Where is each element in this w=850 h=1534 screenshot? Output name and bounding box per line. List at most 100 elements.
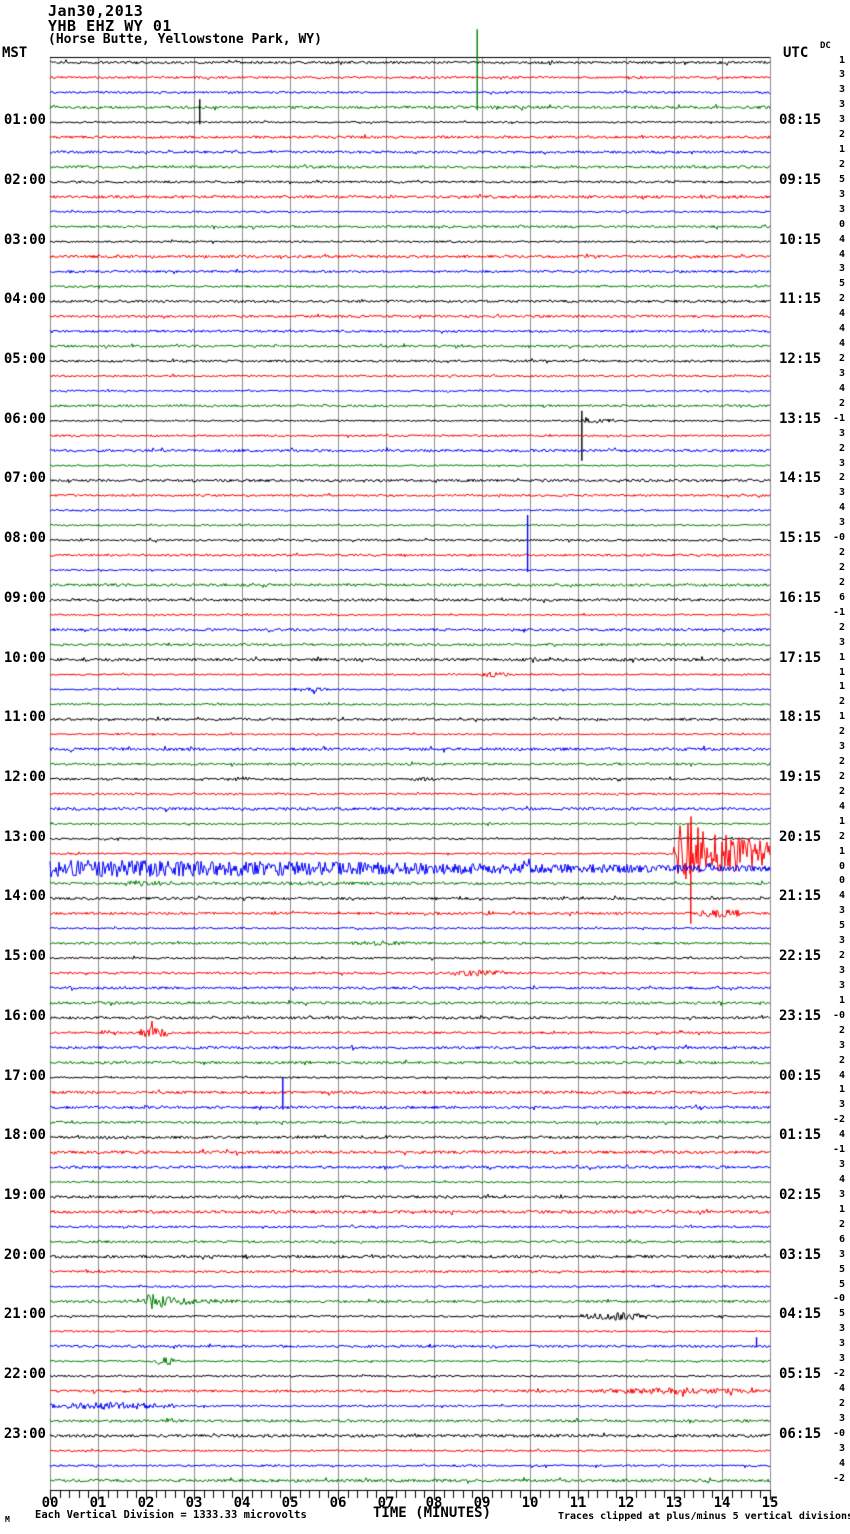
dc-offset-value: 2: [838, 950, 845, 962]
dc-offset-value: -2: [832, 1368, 845, 1380]
dc-offset-value: -1: [832, 412, 845, 424]
dc-offset-value: 3: [838, 99, 845, 111]
dc-offset-value: 5: [838, 278, 845, 290]
x-axis-tick-label: 10: [521, 1495, 539, 1511]
dc-offset-value: 1: [838, 1084, 845, 1096]
dc-offset-value: 2: [838, 562, 845, 574]
utc-time-label: 23:15: [779, 1007, 822, 1024]
x-axis-tick-label: 06: [329, 1495, 347, 1511]
dc-offset-value: 3: [838, 1248, 845, 1260]
dc-offset-value: 2: [838, 1024, 845, 1036]
mst-time-label: 16:00: [3, 1007, 46, 1024]
mst-time-label: 07:00: [3, 470, 46, 487]
utc-time-label: 11:15: [779, 291, 822, 308]
dc-offset-value: 2: [838, 1218, 845, 1230]
dc-offset-value: 2: [838, 771, 845, 782]
dc-offset-value: 1: [838, 994, 845, 1006]
dc-offset-value: 5: [838, 173, 845, 185]
header-station-code: YHB EHZ WY 01: [48, 17, 172, 35]
mst-time-label: 19:00: [3, 1186, 46, 1203]
dc-offset-value: 6: [838, 591, 845, 603]
mst-time-label: 09:00: [3, 589, 46, 606]
utc-time-label: 12:15: [779, 351, 822, 368]
x-axis-tick-label: 12: [617, 1495, 635, 1511]
dc-offset-value: 2: [838, 353, 845, 365]
utc-time-label: 13:15: [779, 410, 822, 427]
dc-offset-value: -1: [832, 1144, 845, 1156]
dc-offset-value: 2: [838, 830, 845, 842]
dc-offset-value: 2: [838, 129, 845, 141]
dc-offset-value: 2: [838, 442, 845, 454]
dc-offset-value: 2: [838, 397, 845, 409]
dc-offset-value: 4: [838, 323, 845, 335]
x-axis-tick-label: 13: [665, 1495, 683, 1511]
mst-time-label: 05:00: [3, 351, 46, 368]
mst-time-label: 17:00: [3, 1067, 46, 1084]
x-axis-tick-label: 14: [713, 1495, 731, 1511]
dc-offset-value: 2: [838, 576, 845, 588]
dc-offset-value: 5: [838, 1308, 845, 1320]
dc-offset-value: 2: [838, 756, 845, 768]
dc-offset-value: 3: [838, 1323, 845, 1335]
dc-offset-value: 4: [838, 382, 845, 394]
mst-time-label: 14:00: [3, 888, 46, 905]
utc-time-label: 06:15: [779, 1425, 822, 1442]
dc-offset-value: 3: [838, 636, 845, 648]
utc-time-label: 01:15: [779, 1127, 822, 1144]
dc-offset-value: 2: [838, 1054, 845, 1066]
utc-time-label: 09:15: [779, 171, 822, 188]
clipping-note: Traces clipped at plus/minus 5 vertical …: [558, 1511, 850, 1522]
dc-offset-value: 4: [838, 1069, 845, 1081]
mst-time-label: 12:00: [3, 769, 46, 785]
dc-offset-value: 3: [838, 935, 845, 947]
dc-offset-value: 5: [838, 920, 845, 932]
dc-offset-value: 2: [838, 785, 845, 797]
utc-time-label: 20:15: [779, 828, 822, 845]
dc-offset-value: 2: [838, 726, 845, 738]
dc-offset-value: 4: [838, 890, 845, 902]
utc-time-label: 14:15: [779, 470, 822, 487]
dc-offset-value: 3: [838, 203, 845, 215]
dc-offset-value: -2: [832, 1472, 845, 1484]
utc-time-label: 08:15: [779, 112, 822, 129]
dc-offset-value: 3: [838, 1099, 845, 1111]
mst-time-label: 20:00: [3, 1246, 46, 1263]
dc-offset-value: 1: [838, 54, 845, 66]
x-axis-tick-label: 07: [377, 1495, 395, 1511]
dc-offset-value: 4: [838, 1457, 845, 1469]
dc-offset-value: 6: [838, 1233, 845, 1245]
mst-time-label: 15:00: [3, 948, 46, 965]
utc-time-label: 00:15: [779, 1067, 822, 1084]
x-axis-tick-label: 11: [569, 1495, 587, 1511]
dc-offset-value: 3: [838, 263, 845, 275]
dc-offset-value: 2: [838, 472, 845, 484]
x-axis-tick-label: 01: [89, 1495, 107, 1511]
x-axis-tick-label: 03: [185, 1495, 203, 1511]
dc-offset-value: 4: [838, 1174, 845, 1186]
mst-time-label: 06:00: [3, 410, 46, 427]
dc-offset-value: 3: [838, 1353, 845, 1365]
dc-offset-value: 3: [838, 517, 845, 529]
dc-offset-value: 1: [838, 651, 845, 663]
dc-offset-value: -0: [832, 1427, 845, 1439]
mst-time-label: 10:00: [3, 649, 46, 666]
corner-mark: M: [5, 1515, 10, 1524]
dc-offset-value: 1: [838, 711, 845, 723]
utc-time-label: 16:15: [779, 589, 822, 606]
mst-time-label: 11:00: [3, 709, 46, 726]
dc-offset-value: 0: [838, 218, 845, 230]
dc-offset-value: 2: [838, 621, 845, 633]
dc-offset-value: 1: [838, 815, 845, 827]
mst-time-label: 22:00: [3, 1366, 46, 1383]
dc-offset-value: -2: [832, 1114, 845, 1126]
utc-time-label: 19:15: [779, 769, 822, 785]
dc-offset-value: 3: [838, 1188, 845, 1200]
dc-offset-value: 0: [838, 875, 845, 887]
mst-time-label: 03:00: [3, 231, 46, 248]
dc-offset-value: 4: [838, 800, 845, 812]
mst-time-label: 02:00: [3, 171, 46, 188]
dc-offset-value: 3: [838, 84, 845, 96]
utc-time-label: 02:15: [779, 1186, 822, 1203]
